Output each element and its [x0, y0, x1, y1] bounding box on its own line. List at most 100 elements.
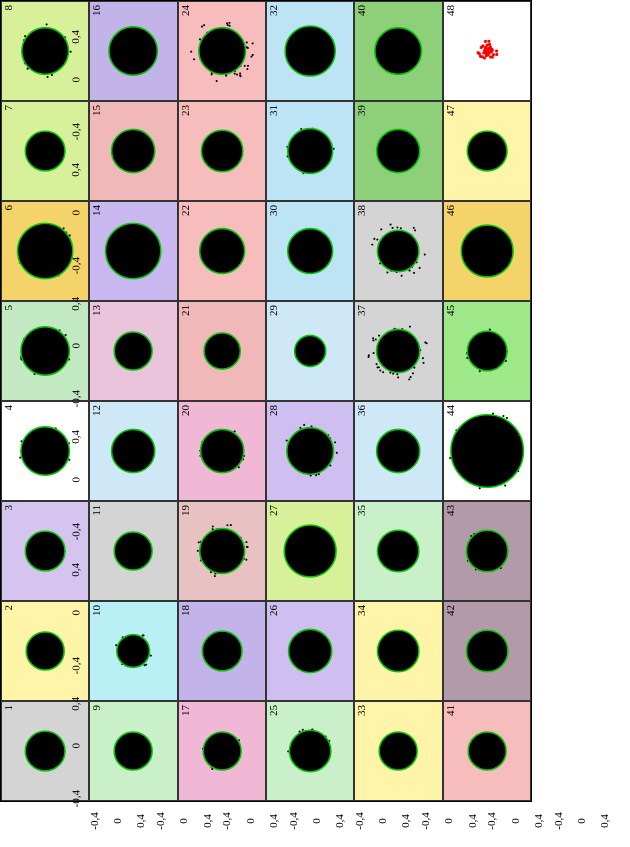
- panel-label: 13: [91, 305, 103, 316]
- panel-10: 10: [89, 601, 177, 701]
- panel-27: 27: [266, 501, 354, 601]
- panel-26: 26: [266, 601, 354, 701]
- tick-label: 0,4: [202, 814, 214, 828]
- panel-plot: [355, 102, 441, 200]
- tick-label: -0,4: [70, 657, 82, 674]
- panel-label: 9: [91, 705, 103, 711]
- tick-label: 0,4: [268, 814, 280, 828]
- tick-label: -0,4: [70, 523, 82, 540]
- panel-plot: [90, 702, 176, 800]
- panel-plot: [355, 602, 441, 700]
- tick-label: 0: [70, 210, 82, 216]
- tick-label: 0: [70, 610, 82, 616]
- panel-plot: [90, 402, 176, 500]
- panel-plot: [267, 2, 353, 100]
- panel-plot: [179, 402, 265, 500]
- panel-24: 24: [178, 1, 266, 101]
- panel-label: 45: [445, 305, 457, 316]
- panel-plot: [267, 302, 353, 400]
- panel-label: 10: [91, 605, 103, 616]
- panel-label: 25: [268, 705, 280, 716]
- panel-plot: [267, 602, 353, 700]
- panel-plot: [90, 502, 176, 600]
- panel-plot: [179, 202, 265, 300]
- tick-label: -0,4: [70, 257, 82, 274]
- panel-46: 46: [443, 201, 531, 301]
- panel-29: 29: [266, 301, 354, 401]
- panel-35: 35: [354, 501, 442, 601]
- panel-label: 30: [268, 205, 280, 216]
- panel-plot: [444, 402, 530, 500]
- panel-21: 21: [178, 301, 266, 401]
- panel-plot: [444, 502, 530, 600]
- panel-label: 31: [268, 105, 280, 116]
- panel-plot: [355, 302, 441, 400]
- panel-12: 12: [89, 401, 177, 501]
- panel-label: 41: [445, 705, 457, 716]
- tick-label: 0: [70, 743, 82, 749]
- panel-label: 34: [356, 605, 368, 616]
- panel-36: 36: [354, 401, 442, 501]
- panel-plot: [90, 602, 176, 700]
- panel-label: 26: [268, 605, 280, 616]
- x-axis-ticks: -0,400,4-0,400,4-0,400,4-0,400,4-0,400,4…: [85, 812, 615, 847]
- panel-plot: [267, 502, 353, 600]
- panel-plot: [90, 302, 176, 400]
- panel-label: 35: [356, 505, 368, 516]
- panel-11: 11: [89, 501, 177, 601]
- panel-42: 42: [443, 601, 531, 701]
- tick-label: 0,4: [70, 297, 82, 311]
- panel-plot: [267, 202, 353, 300]
- panel-28: 28: [266, 401, 354, 501]
- tick-label: 0: [443, 818, 455, 824]
- figure: { "grid": {"rows": 6, "cols": 8}, "axis"…: [0, 0, 630, 847]
- panel-label: 12: [91, 405, 103, 416]
- panel-plot: [179, 602, 265, 700]
- tick-label: 0: [112, 818, 124, 824]
- panel-plot: [267, 702, 353, 800]
- tick-label: 0,4: [400, 814, 412, 828]
- panel-43: 43: [443, 501, 531, 601]
- panel-label: 42: [445, 605, 457, 616]
- tick-label: 0,4: [533, 814, 545, 828]
- panel-40: 40: [354, 1, 442, 101]
- panel-label: 17: [180, 705, 192, 716]
- panel-25: 25: [266, 701, 354, 801]
- panel-plot: [444, 302, 530, 400]
- panel-plot: [444, 202, 530, 300]
- panel-37: 37: [354, 301, 442, 401]
- panel-label: 33: [356, 705, 368, 716]
- panel-32: 32: [266, 1, 354, 101]
- panel-plot: [444, 702, 530, 800]
- panel-plot: [355, 402, 441, 500]
- panel-label: 28: [268, 405, 280, 416]
- tick-label: -0,4: [221, 812, 233, 829]
- y-axis-ticks: 0,40-0,40,40-0,40,40-0,40,40-0,40,40-0,4…: [0, 10, 80, 810]
- tick-label: -0,4: [70, 790, 82, 807]
- panel-label: 14: [91, 205, 103, 216]
- tick-label: -0,4: [288, 812, 300, 829]
- tick-label: -0,4: [354, 812, 366, 829]
- tick-label: 0: [576, 818, 588, 824]
- panel-16: 16: [89, 1, 177, 101]
- panel-19: 19: [178, 501, 266, 601]
- panel-label: 20: [180, 405, 192, 416]
- panel-38: 38: [354, 201, 442, 301]
- tick-label: -0,4: [70, 123, 82, 140]
- panel-plot: [444, 102, 530, 200]
- panel-plot: [179, 302, 265, 400]
- panel-33: 33: [354, 701, 442, 801]
- panel-label: 43: [445, 505, 457, 516]
- panel-label: 44: [445, 405, 457, 416]
- tick-label: 0: [510, 818, 522, 824]
- tick-label: 0: [245, 818, 257, 824]
- panel-label: 19: [180, 505, 192, 516]
- panel-34: 34: [354, 601, 442, 701]
- panel-48: 48: [443, 1, 531, 101]
- tick-label: -0,4: [486, 812, 498, 829]
- panel-label: 39: [356, 105, 368, 116]
- panel-label: 15: [91, 105, 103, 116]
- panel-9: 9: [89, 701, 177, 801]
- tick-label: -0,4: [89, 812, 101, 829]
- panel-47: 47: [443, 101, 531, 201]
